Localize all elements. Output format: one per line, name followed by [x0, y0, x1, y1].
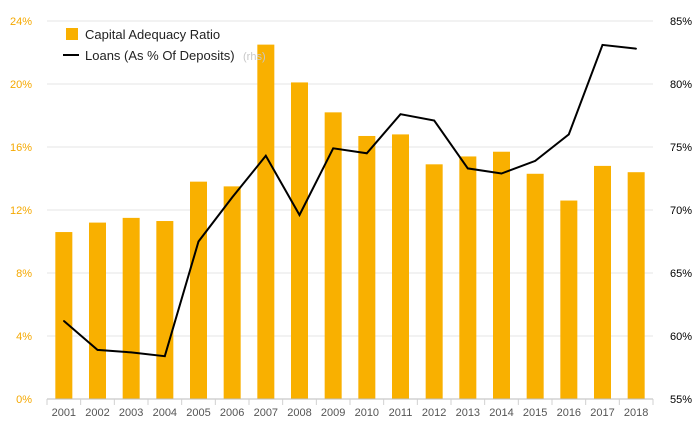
line-series	[63, 43, 637, 358]
y-right-tick-label: 55%	[670, 394, 692, 406]
x-tick-label: 2005	[186, 407, 210, 419]
y-left-tick-label: 16%	[10, 142, 32, 154]
bar	[122, 217, 140, 399]
line-point	[568, 133, 570, 136]
line-point	[96, 349, 99, 351]
bar	[257, 44, 275, 399]
line-point	[298, 214, 301, 216]
line-point	[433, 119, 435, 122]
y-left-tick-label: 0%	[16, 394, 32, 406]
x-tick-label: 2004	[153, 407, 177, 419]
line-point	[635, 47, 637, 50]
x-tick-label: 2015	[523, 407, 547, 419]
y-right-tick-label: 85%	[670, 16, 692, 28]
line-point	[164, 355, 166, 357]
bar	[493, 151, 510, 399]
bar	[526, 173, 544, 399]
line-point	[534, 160, 536, 162]
legend-label-line: Loans (As % Of Deposits)	[85, 48, 235, 63]
series-line	[63, 43, 637, 358]
bar-series	[55, 44, 645, 400]
legend-label-line-suffix: (rhs)	[243, 51, 266, 63]
y-left-tick-label: 12%	[10, 205, 32, 217]
x-tick-label: 2007	[254, 407, 278, 419]
y-right-tick-label: 60%	[670, 331, 692, 343]
x-tick-label: 2017	[590, 407, 614, 419]
bar	[55, 232, 73, 399]
legend: Capital Adequacy Ratio Loans (As % Of De…	[63, 27, 266, 64]
bar	[223, 186, 241, 399]
x-tick-label: 2009	[321, 407, 345, 419]
x-tick-label: 2001	[52, 407, 76, 419]
axes: 0% 55% 4% 60% 8% 65% 12% 70% 16% 75% 20% 80% 24% 85% 2…	[10, 16, 692, 419]
line-point	[231, 196, 233, 199]
bar	[358, 135, 376, 399]
x-tick-label: 2010	[355, 407, 379, 419]
y-left-tick-label: 20%	[10, 79, 32, 91]
y-left-tick-label: 24%	[10, 16, 32, 28]
bar	[156, 221, 174, 399]
y-right-tick-label: 75%	[670, 142, 692, 154]
line-point	[399, 113, 402, 116]
line-point	[63, 320, 65, 322]
bar	[627, 172, 645, 399]
y-left-tick-label: 8%	[16, 268, 32, 280]
line-point	[467, 167, 469, 170]
bar	[425, 164, 443, 399]
bar	[190, 181, 207, 399]
bar	[594, 165, 611, 399]
x-tick-label: 2018	[624, 407, 648, 419]
line-point	[366, 152, 368, 155]
line-point	[130, 351, 132, 354]
line-point	[197, 240, 200, 243]
legend-label-bar: Capital Adequacy Ratio	[85, 27, 220, 42]
x-tick-label: 2003	[119, 407, 143, 419]
bar	[324, 112, 342, 399]
bar	[459, 156, 477, 399]
y-right-tick-label: 80%	[670, 79, 692, 91]
x-tick-label: 2002	[85, 407, 109, 419]
legend-label-line-group: Loans (As % Of Deposits) (rhs)	[85, 47, 266, 64]
y-right-tick-label: 65%	[670, 268, 692, 280]
legend-swatch-bar	[66, 28, 78, 40]
x-tick-label: 2013	[456, 407, 480, 419]
x-tick-label: 2011	[389, 407, 413, 419]
gridlines	[47, 20, 653, 337]
x-tick-label: 2006	[220, 407, 244, 419]
x-tick-label: 2008	[287, 407, 311, 419]
line-point	[332, 147, 334, 150]
y-right-tick-label: 70%	[670, 205, 692, 217]
line-point	[265, 155, 267, 157]
y-left-tick-label: 4%	[16, 331, 32, 343]
x-tick-label: 2014	[489, 407, 513, 419]
bar	[560, 200, 578, 399]
bar	[89, 222, 106, 399]
bar	[392, 134, 409, 399]
x-tick-label: 2016	[557, 407, 581, 419]
line-point	[500, 172, 503, 175]
line-point	[601, 44, 604, 46]
bar	[291, 82, 308, 400]
x-tick-label: 2012	[422, 407, 446, 419]
